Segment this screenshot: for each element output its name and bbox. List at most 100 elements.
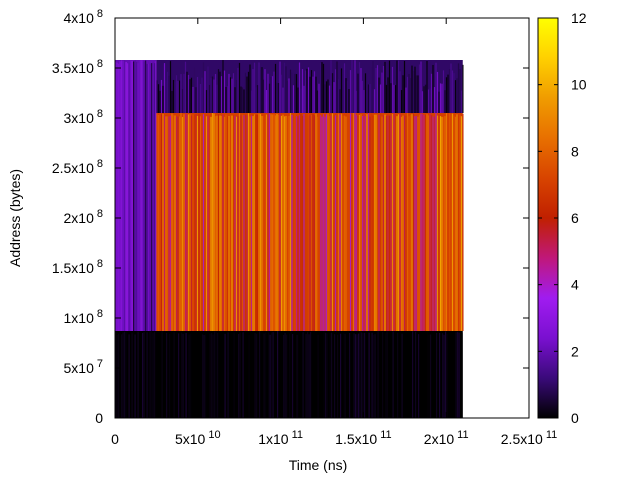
heatmap-cell (445, 113, 448, 332)
heatmap-cell (378, 77, 380, 113)
heatmap-cell (255, 87, 257, 113)
heatmap-cell (188, 334, 190, 418)
heatmap-cell (406, 332, 408, 418)
x-tick-label: 2.5x10 11 (501, 429, 557, 447)
heatmap-cell (283, 334, 285, 418)
heatmap-cell (412, 113, 415, 331)
heatmap-cell (387, 77, 389, 113)
heatmap-cell (139, 60, 141, 332)
heatmap-cell (374, 334, 376, 418)
heatmap-cell (383, 331, 385, 418)
heatmap-cell (412, 71, 415, 113)
heatmap-cell (263, 333, 265, 418)
heatmap-cell (411, 65, 413, 113)
heatmap-cell (225, 114, 227, 332)
heatmap-cell (340, 333, 342, 418)
heatmap-cell (178, 333, 180, 418)
heatmap-cell (199, 332, 201, 418)
heatmap-cell (330, 60, 332, 113)
heatmap-cell (292, 85, 295, 113)
heatmap-cell (423, 115, 425, 331)
heatmap-cell (459, 69, 461, 113)
heatmap-cell (322, 63, 325, 113)
heatmap-cell (312, 76, 314, 113)
heatmap-cell (343, 63, 346, 113)
heatmap-cell (331, 332, 333, 418)
heatmap-cell (160, 79, 163, 113)
heatmap-cell (442, 116, 445, 332)
heatmap-cell (316, 332, 318, 418)
heatmap-cell (205, 116, 208, 332)
heatmap-cell (202, 62, 205, 113)
heatmap-cell (211, 113, 214, 331)
heatmap-cell (157, 334, 159, 418)
heatmap-cell (294, 73, 296, 113)
heatmap-cell (325, 332, 327, 418)
heatmap-cell (233, 332, 235, 418)
heatmap-cell (362, 332, 364, 418)
heatmap-cell (334, 115, 337, 331)
heatmap-cell (208, 84, 211, 113)
heatmap-cell (328, 116, 331, 332)
heatmap-cell (415, 116, 418, 331)
colorbar-tick-label: 4 (571, 277, 579, 293)
heatmap-cell (293, 333, 295, 418)
heatmap-cell (241, 87, 244, 113)
heatmap-cell (457, 114, 460, 331)
heatmap-cell (339, 114, 341, 331)
heatmap-cell (171, 90, 173, 113)
heatmap-cell (180, 74, 182, 113)
heatmap-cell (360, 113, 362, 331)
heatmap-cell (250, 90, 253, 113)
heatmap-cell (205, 90, 208, 113)
heatmap-cell (370, 113, 373, 331)
heatmap-cell (152, 61, 154, 331)
heatmap-cell (369, 116, 371, 331)
heatmap-cell (252, 116, 254, 331)
heatmap-cell (180, 113, 182, 331)
heatmap-region (156, 60, 464, 113)
heatmap-cell (274, 332, 276, 418)
heatmap-cell (319, 62, 322, 113)
x-tick-label: 2x10 11 (424, 429, 469, 447)
heatmap-cell (402, 115, 404, 331)
heatmap-cell (252, 69, 254, 113)
heatmap-cell (357, 73, 359, 113)
heatmap-cell (324, 116, 326, 331)
heatmap-cell (238, 113, 241, 332)
heatmap-cell (220, 76, 223, 113)
heatmap-cell (200, 332, 202, 418)
heatmap-cell (462, 64, 464, 113)
heatmap-cell (316, 116, 319, 331)
heatmap-cell (250, 333, 252, 418)
heatmap-cell (189, 113, 191, 331)
heatmap-cell (291, 72, 293, 113)
heatmap-cell (382, 65, 385, 113)
heatmap-cell (196, 115, 199, 331)
heatmap-cell (305, 333, 307, 418)
heatmap-cell (266, 332, 268, 418)
heatmap-cell (131, 332, 133, 418)
heatmap-cell (288, 78, 290, 113)
heatmap-cell (226, 116, 229, 331)
heatmap-cell (181, 89, 184, 113)
heatmap-cell (249, 116, 251, 331)
heatmap-cell (438, 114, 440, 331)
heatmap-cell (130, 332, 132, 418)
heatmap-cell (223, 333, 225, 418)
heatmap-cell (267, 73, 269, 113)
heatmap-cell (330, 115, 332, 331)
heatmap-cell (174, 81, 176, 113)
heatmap-cell (115, 61, 117, 331)
heatmap-cell (202, 114, 205, 331)
heatmap-cell (396, 116, 398, 331)
heatmap-cell (128, 334, 130, 418)
heatmap-cell (207, 66, 209, 113)
heatmap-cell (420, 61, 422, 113)
heatmap-cell (309, 115, 311, 331)
colorbar-axis: 0 2 4 6 8 10 12 (538, 10, 587, 426)
heatmap-cell (445, 331, 447, 418)
heatmap-cell (378, 114, 380, 332)
heatmap-cell (342, 115, 344, 331)
heatmap-cell (431, 332, 433, 418)
